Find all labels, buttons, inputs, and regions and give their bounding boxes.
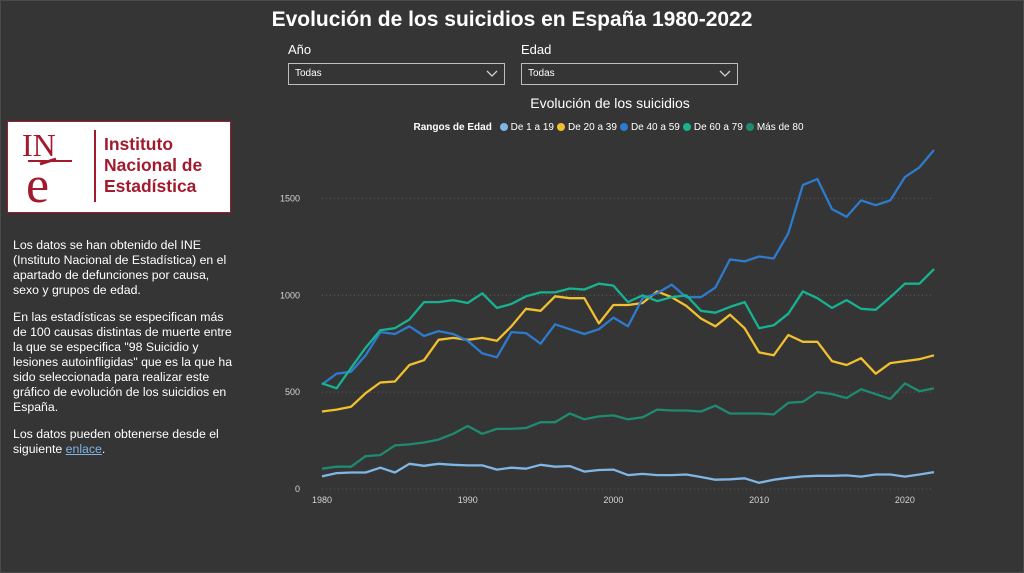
logo-line-2: Nacional de xyxy=(104,155,203,175)
chart-title: Evolución de los suicidios xyxy=(530,95,690,111)
x-tick-label: 1990 xyxy=(458,495,478,505)
legend-label: De 40 a 59 xyxy=(630,122,680,133)
logo-text: Instituto Nacional de Estadística xyxy=(104,134,202,197)
legend-item[interactable]: Más de 80 xyxy=(745,122,804,133)
page-title: Evolución de los suicidios en España 198… xyxy=(271,8,753,31)
series-line xyxy=(321,462,935,484)
legend-item[interactable]: De 60 a 79 xyxy=(682,122,743,133)
description-paragraph-3-end: . xyxy=(101,442,106,456)
svg-text:IN: IN xyxy=(22,128,56,163)
year-dropdown-value: Todas xyxy=(295,68,322,79)
year-filter: Año Todas xyxy=(288,42,505,85)
age-filter-label: Edad xyxy=(521,42,552,57)
series-line xyxy=(321,268,935,390)
chevron-down-icon xyxy=(718,64,732,91)
x-tick-label: 2020 xyxy=(895,495,915,505)
year-dropdown[interactable]: Todas xyxy=(288,63,505,85)
y-tick-label: 1500 xyxy=(280,193,300,203)
age-filter: Edad Todas xyxy=(521,42,738,85)
age-dropdown[interactable]: Todas xyxy=(521,63,738,85)
description-panel: Los datos se han obtenido del INE (Insti… xyxy=(13,238,235,469)
y-tick-label: 500 xyxy=(285,387,300,397)
legend-label: De 60 a 79 xyxy=(693,122,743,133)
y-tick-label: 0 xyxy=(295,484,300,494)
description-paragraph-1: Los datos se han obtenido del INE (Insti… xyxy=(13,238,227,297)
svg-text:e: e xyxy=(26,157,49,206)
legend-item[interactable]: De 1 a 19 xyxy=(499,122,554,133)
description-paragraph-3-text: Los datos pueden obtenerse desde el sigu… xyxy=(13,427,219,456)
chevron-down-icon xyxy=(485,64,499,91)
line-chart: 0 500 1000 1500 1980 1990 2000 2010 2020 xyxy=(280,149,935,505)
x-tick-label: 1980 xyxy=(312,495,332,505)
series-line xyxy=(321,149,935,386)
x-tick-label: 2010 xyxy=(749,495,769,505)
legend-marker-icon xyxy=(557,123,565,131)
legend-label: De 1 a 19 xyxy=(510,122,554,133)
logo-separator xyxy=(94,130,96,202)
legend-marker-icon xyxy=(682,123,691,131)
logo-line-1: Instituto xyxy=(104,134,174,154)
legend-item[interactable]: De 20 a 39 xyxy=(557,122,617,133)
chart-legend: Rangos de Edad De 1 a 19 De 20 a 39 De 40 … xyxy=(300,122,920,133)
legend-marker-icon xyxy=(745,123,754,131)
logo-line-3: Estadística xyxy=(104,176,197,196)
series-line xyxy=(321,290,935,413)
legend-label: Más de 80 xyxy=(756,122,804,133)
x-tick-label: 2000 xyxy=(603,495,623,505)
source-link[interactable]: enlace xyxy=(65,442,102,456)
year-filter-label: Año xyxy=(288,42,312,57)
ine-logo: IN e Instituto Nacional de Estadística xyxy=(7,121,231,213)
legend-marker-icon xyxy=(619,123,628,131)
series-line xyxy=(321,382,935,470)
legend-marker-icon xyxy=(499,123,508,131)
legend-title: Rangos de Edad xyxy=(413,122,492,133)
ine-logo-mark-icon: IN e xyxy=(22,128,72,206)
description-paragraph-2: En las estadísticas se especifican más d… xyxy=(13,310,233,414)
legend-label: De 20 a 39 xyxy=(568,122,617,133)
description-paragraph-3: Los datos pueden obtenerse desde el sigu… xyxy=(13,427,235,457)
legend-item[interactable]: De 40 a 59 xyxy=(619,122,680,133)
y-tick-label: 1000 xyxy=(280,290,300,300)
age-dropdown-value: Todas xyxy=(528,68,555,79)
